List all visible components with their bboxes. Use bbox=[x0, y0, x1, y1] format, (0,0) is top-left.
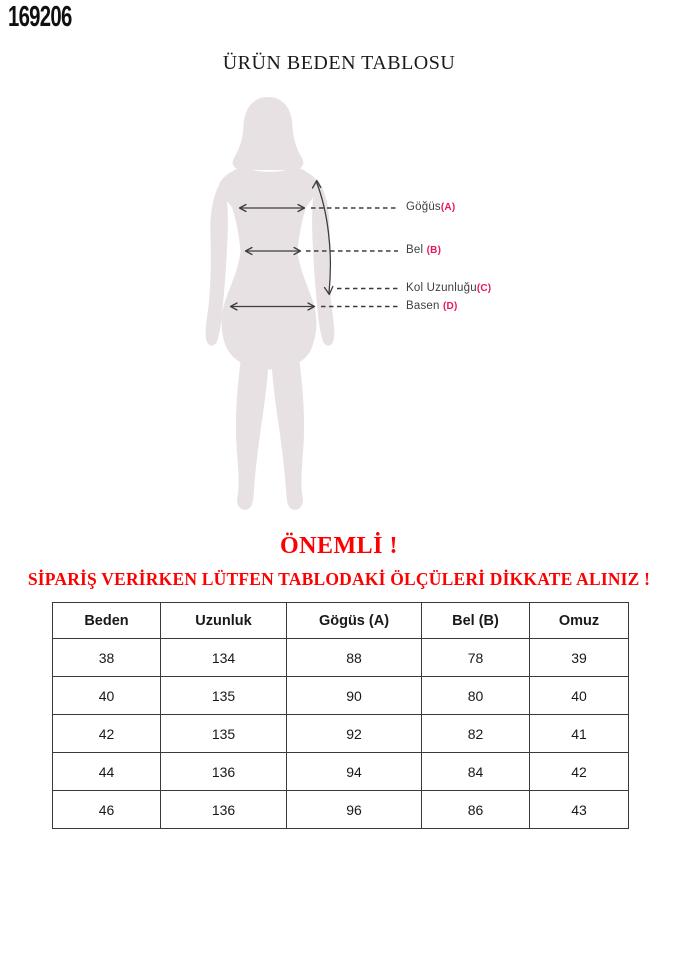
measurement-letter-d: (D) bbox=[443, 301, 458, 312]
cell-omuz: 41 bbox=[529, 714, 629, 753]
cell-bel: 84 bbox=[421, 752, 530, 791]
table-row: 38 134 88 78 39 bbox=[52, 638, 629, 677]
cell-gogus: 92 bbox=[286, 714, 422, 753]
cell-uzunluk: 135 bbox=[160, 714, 287, 753]
cell-bel: 78 bbox=[421, 638, 530, 677]
cell-omuz: 42 bbox=[529, 752, 629, 791]
measurement-letter-b: (B) bbox=[426, 245, 442, 256]
cell-beden: 44 bbox=[52, 752, 161, 791]
cell-beden: 46 bbox=[52, 790, 161, 829]
measurement-label-waist: Bel (B) bbox=[406, 244, 441, 257]
cell-omuz: 40 bbox=[529, 676, 629, 715]
cell-gogus: 88 bbox=[286, 638, 422, 677]
header-uzunluk: Uzunluk bbox=[160, 602, 287, 639]
measurement-label-arm-length-text: Kol Uzunluğu bbox=[406, 282, 477, 294]
measurement-label-waist-text: Bel bbox=[406, 244, 427, 256]
cell-omuz: 43 bbox=[529, 790, 629, 829]
header-bel: Bel (B) bbox=[421, 602, 530, 639]
important-heading: ÖNEMLİ ! bbox=[280, 533, 398, 559]
measurement-label-chest-text: Göğüs bbox=[406, 201, 441, 213]
cell-beden: 40 bbox=[52, 676, 161, 715]
silhouette-left-leg bbox=[235, 358, 269, 510]
silhouette-right-arm bbox=[312, 182, 335, 346]
header-omuz: Omuz bbox=[529, 602, 629, 639]
cell-bel: 80 bbox=[421, 676, 530, 715]
size-table: Beden Uzunluk Gögüs (A) Bel (B) Omuz 38 … bbox=[52, 602, 629, 829]
cell-bel: 86 bbox=[421, 790, 530, 829]
measurement-label-hip: Basen (D) bbox=[406, 300, 458, 313]
arm-length-arrow bbox=[311, 179, 334, 296]
table-row: 46 136 96 86 43 bbox=[52, 790, 629, 829]
table-row: 42 135 92 82 41 bbox=[52, 714, 629, 753]
measurement-label-arm-length: Kol Uzunluğu(C) bbox=[406, 282, 491, 295]
cell-gogus: 96 bbox=[286, 790, 422, 829]
product-code: 169206 bbox=[8, 1, 72, 33]
cell-uzunluk: 135 bbox=[160, 676, 287, 715]
header-beden: Beden bbox=[52, 602, 161, 639]
measurement-label-chest: Göğüs(A) bbox=[406, 201, 455, 214]
hip-width-arrow bbox=[229, 302, 316, 311]
body-silhouette bbox=[205, 97, 335, 510]
body-measurement-diagram bbox=[205, 97, 398, 510]
silhouette-torso bbox=[219, 167, 319, 370]
order-warning-text: SİPARİŞ VERİRKEN LÜTFEN TABLODAKİ ÖLÇÜLE… bbox=[27, 569, 651, 589]
size-table-header-row: Beden Uzunluk Gögüs (A) Bel (B) Omuz bbox=[52, 602, 629, 639]
cell-gogus: 90 bbox=[286, 676, 422, 715]
cell-beden: 42 bbox=[52, 714, 161, 753]
cell-beden: 38 bbox=[52, 638, 161, 677]
cell-uzunluk: 134 bbox=[160, 638, 287, 677]
silhouette-right-leg bbox=[271, 358, 305, 510]
cell-uzunluk: 136 bbox=[160, 790, 287, 829]
silhouette-left-arm bbox=[205, 182, 228, 346]
cell-omuz: 39 bbox=[529, 638, 629, 677]
cell-gogus: 94 bbox=[286, 752, 422, 791]
cell-bel: 82 bbox=[421, 714, 530, 753]
measurement-label-hip-text: Basen bbox=[406, 300, 444, 312]
silhouette-head-hair bbox=[232, 97, 304, 170]
table-row: 44 136 94 84 42 bbox=[52, 752, 629, 791]
cell-uzunluk: 136 bbox=[160, 752, 287, 791]
page-title: ÜRÜN BEDEN TABLOSU bbox=[222, 52, 456, 74]
header-gogus: Gögüs (A) bbox=[286, 602, 422, 639]
table-row: 40 135 90 80 40 bbox=[52, 676, 629, 715]
waist-width-arrow bbox=[244, 246, 302, 256]
measurement-letter-c: (C) bbox=[476, 283, 492, 294]
chest-width-arrow bbox=[238, 203, 306, 213]
measurement-letter-a: (A) bbox=[440, 202, 456, 213]
